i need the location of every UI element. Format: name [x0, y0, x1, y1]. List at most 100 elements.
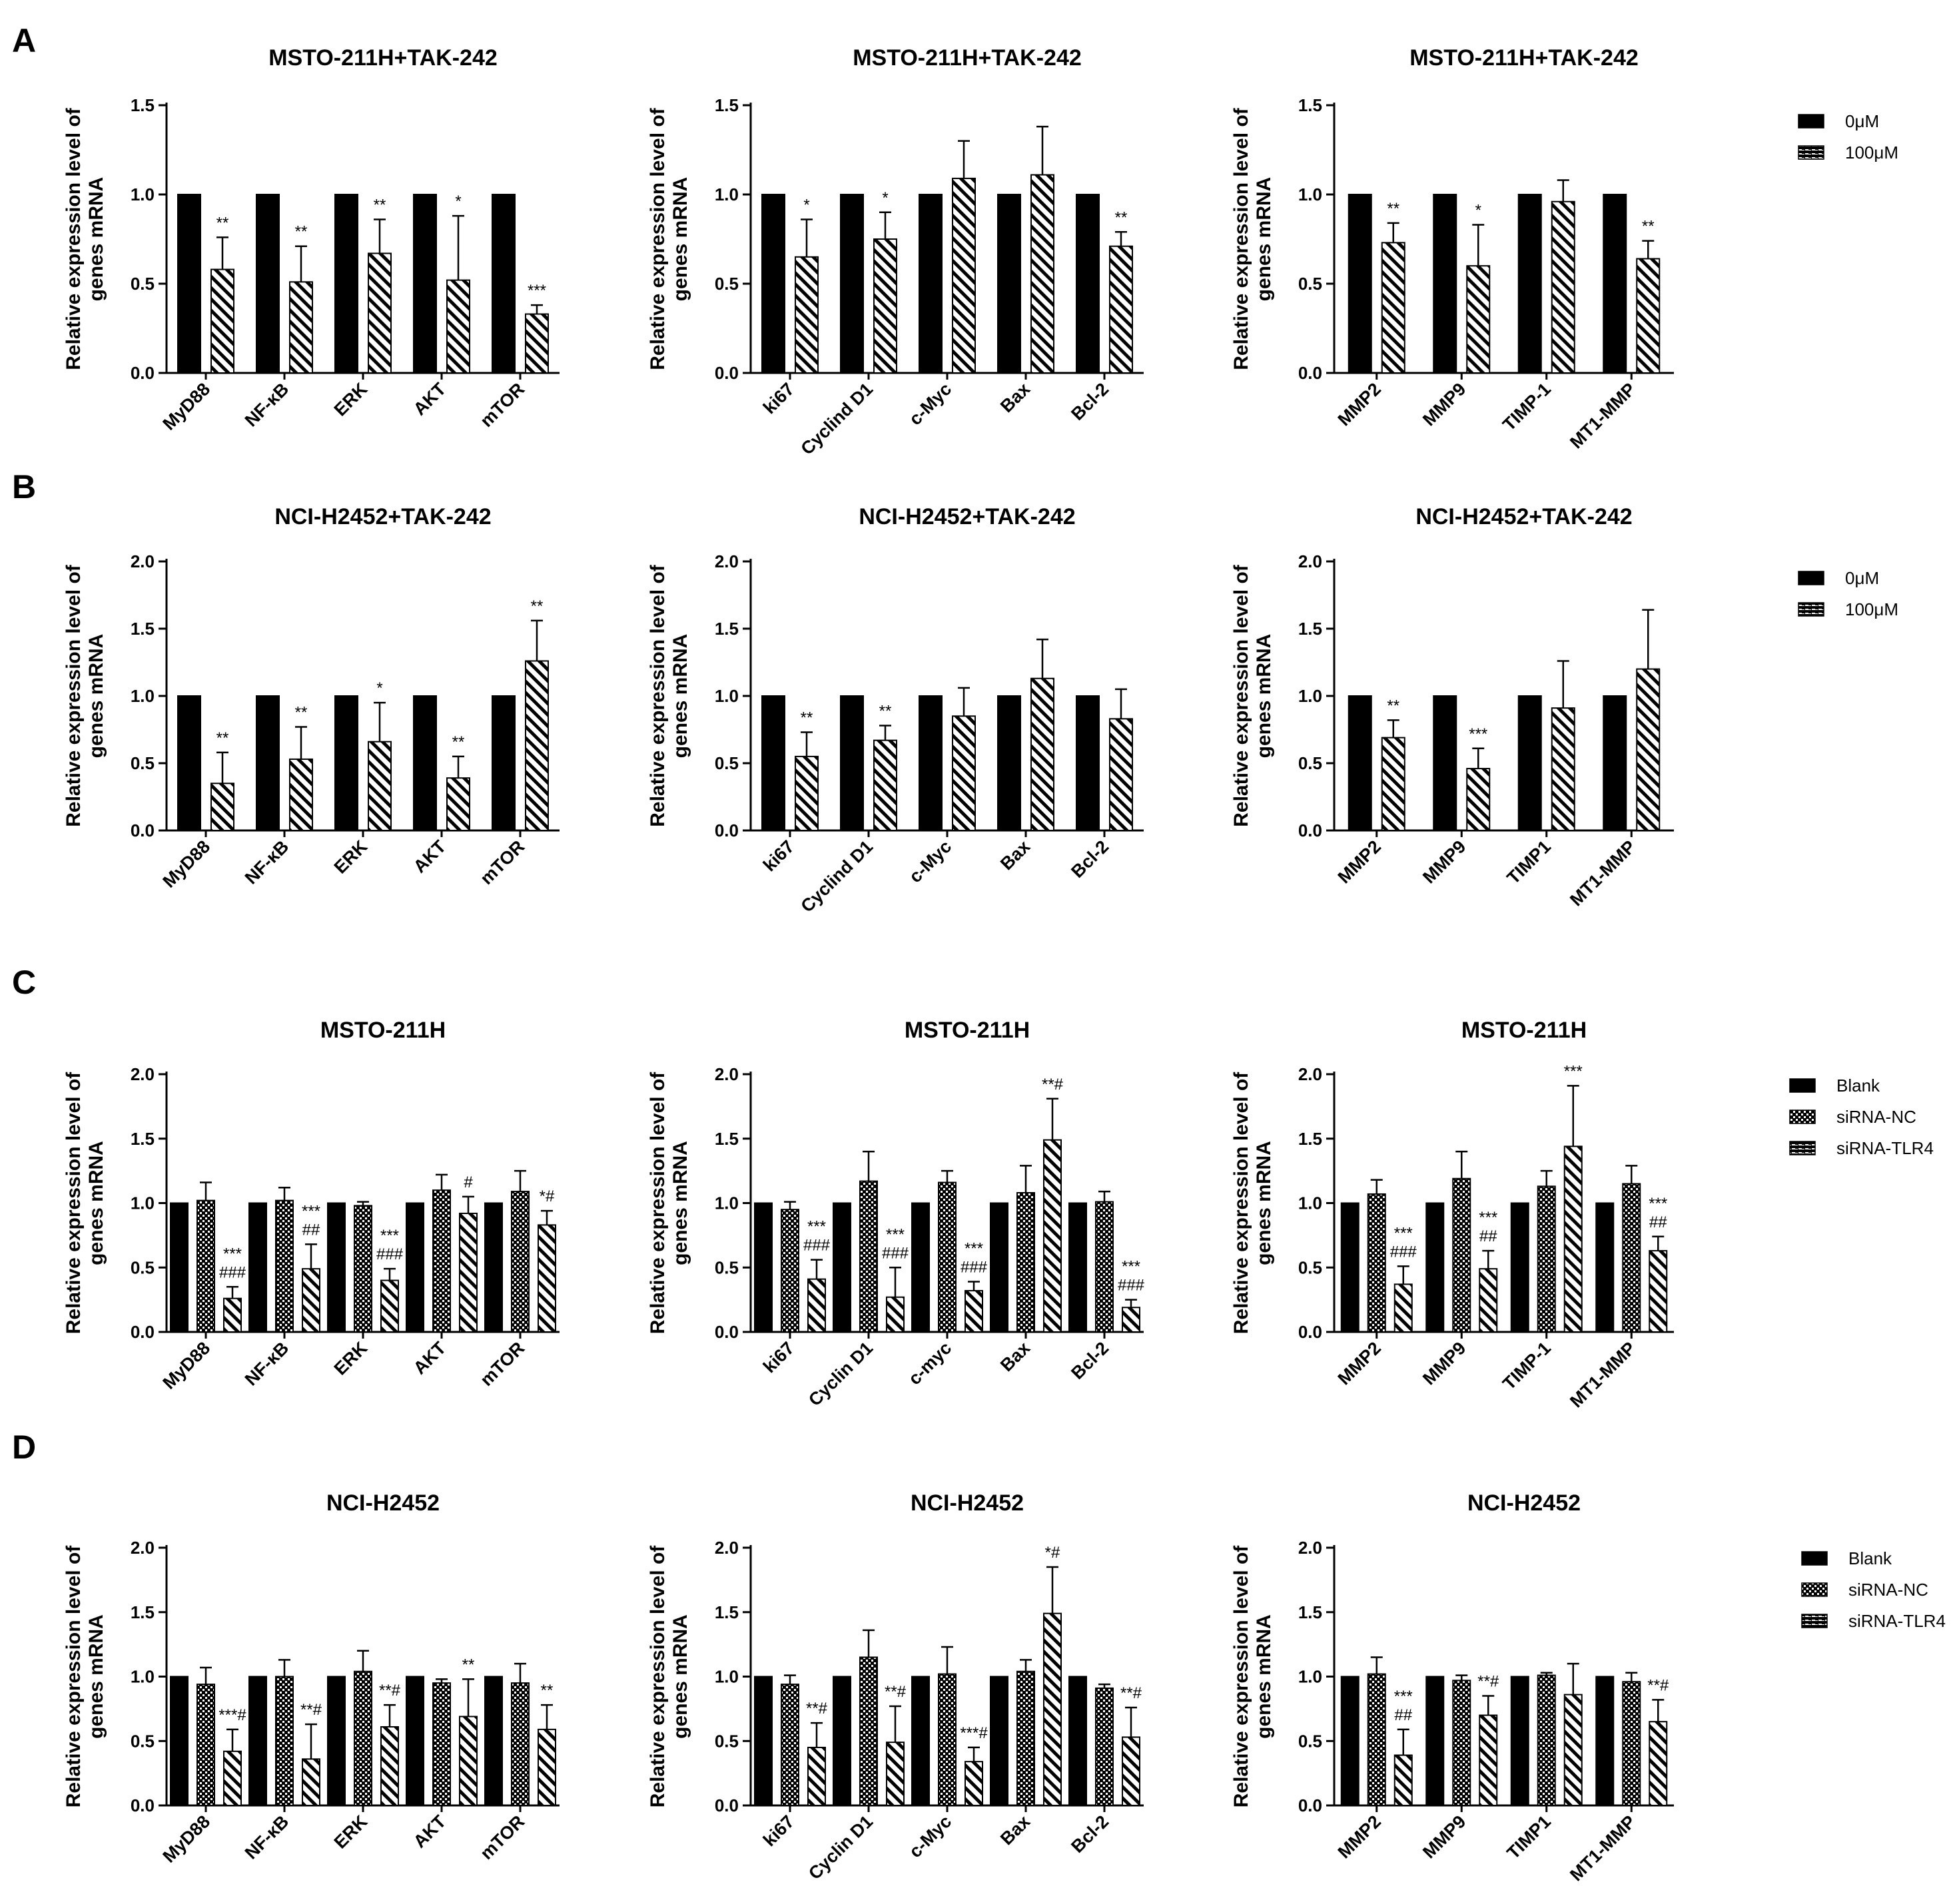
significance-label: **#	[885, 1683, 907, 1701]
significance-line: **	[531, 597, 544, 615]
bar	[833, 1676, 851, 1806]
y-tick-label: 1.5	[715, 1129, 739, 1149]
y-axis-label-line-1: Relative expression level of	[647, 1072, 669, 1335]
legend-4: Blank siRNA-NC siRNA-TLR4	[1801, 1548, 1946, 1631]
y-axis-label: Relative expression level ofgenes mRNA	[1230, 1072, 1275, 1335]
y-tick-label: 1.0	[131, 686, 155, 706]
x-tick-label: TIMP-1	[1499, 379, 1555, 435]
chart-title: MSTO-211H	[1461, 1018, 1587, 1043]
significance-label: #	[464, 1173, 473, 1191]
x-tick-label: TIMP-1	[1499, 1338, 1555, 1394]
y-axis-label: Relative expression level ofgenes mRNA	[647, 1545, 691, 1808]
legend-swatch	[1789, 1110, 1816, 1124]
x-tick-label: MMP2	[1334, 1811, 1385, 1862]
x-tick-label: MyD88	[159, 1811, 214, 1867]
bar	[432, 1189, 451, 1333]
x-tick-label: Cyclin D1	[805, 1338, 877, 1410]
legend-label: siRNA-TLR4	[1836, 1138, 1934, 1158]
bar	[1563, 1145, 1583, 1333]
y-tick-label: 1.0	[131, 1667, 155, 1687]
significance-label: **#	[1477, 1673, 1499, 1691]
legend-swatch	[1798, 114, 1824, 129]
legend-swatch	[1801, 1551, 1828, 1566]
y-axis-label-line-1: Relative expression level of	[647, 564, 669, 827]
bar	[177, 695, 201, 831]
significance-label: ***#	[218, 1706, 246, 1724]
significance-label: **	[1115, 208, 1128, 226]
significance-line: **#	[1042, 1076, 1064, 1094]
x-tick-label: c-myc	[905, 1338, 955, 1389]
y-axis-label-line-2: genes mRNA	[85, 177, 107, 302]
x-tick-label: TIMP1	[1503, 836, 1555, 888]
bar	[795, 755, 819, 832]
charts-layer: MSTO-211H+TAK-242 Relative expression lev…	[63, 45, 1674, 1885]
significance-line: ***	[1469, 725, 1487, 743]
chart-4-3: NCI-H2452 Relative expression level ofgen…	[1230, 1490, 1674, 1885]
bar	[761, 194, 785, 374]
bar	[1551, 707, 1575, 832]
bar	[275, 1199, 294, 1333]
bar	[952, 177, 976, 374]
x-tick-label: Cyclind D1	[797, 836, 877, 916]
significance-label: *** ###	[1118, 1258, 1145, 1295]
bar	[1433, 194, 1457, 374]
bar	[1452, 1177, 1471, 1333]
significance-label: **	[531, 597, 544, 615]
y-tick-label: 0.0	[1298, 820, 1322, 840]
bar	[1603, 194, 1627, 374]
significance-line: **	[295, 703, 308, 721]
legend-1: 0μM 100μM	[1798, 111, 1898, 162]
y-tick-label: 0.0	[1298, 363, 1322, 383]
x-tick-label: MMP2	[1334, 379, 1385, 430]
significance-label: ***	[1564, 1062, 1583, 1080]
y-axis-label-line-1: Relative expression level of	[647, 107, 669, 370]
significance-label: **#	[806, 1700, 828, 1718]
y-tick-label: 0.0	[715, 1795, 739, 1815]
bar	[1076, 695, 1100, 831]
bar	[289, 758, 313, 831]
x-tick-label: AKT	[410, 1811, 450, 1852]
bar	[1517, 695, 1542, 831]
y-tick-label: 0.5	[715, 274, 739, 294]
bar	[1095, 1201, 1114, 1333]
significance-line: **	[541, 1682, 554, 1700]
chart-title: MSTO-211H+TAK-242	[853, 45, 1082, 71]
x-tick-label: MT1-MMP	[1566, 1811, 1639, 1885]
bar	[196, 1684, 215, 1807]
chart-4-1: NCI-H2452 Relative expression level ofgen…	[63, 1490, 560, 1867]
y-tick-label: 0.5	[131, 753, 155, 773]
significance-line: ***	[965, 1240, 983, 1258]
y-axis-label: Relative expression level ofgenes mRNA	[647, 107, 691, 370]
significance-line: ***#	[218, 1706, 246, 1724]
significance-label: **#	[1647, 1676, 1669, 1694]
bar	[302, 1268, 320, 1333]
significance-line: ###	[882, 1244, 909, 1262]
bar	[1043, 1139, 1062, 1333]
bar	[256, 695, 280, 831]
bar	[275, 1676, 294, 1806]
significance-line: ***	[1122, 1258, 1140, 1276]
significance-line: *#	[1045, 1544, 1060, 1562]
bar	[1016, 1670, 1035, 1807]
significance-label: *** ###	[1390, 1224, 1417, 1261]
significance-line: ***	[1564, 1062, 1583, 1080]
x-tick-label: ki67	[759, 1811, 798, 1850]
y-tick-label: 1.0	[1298, 686, 1322, 706]
bar	[1381, 737, 1405, 831]
bar	[1095, 1687, 1114, 1807]
y-tick-label: 0.0	[1298, 1322, 1322, 1342]
significance-line: ###	[961, 1259, 988, 1277]
bar	[525, 313, 549, 374]
legend-label: 0μM	[1845, 111, 1879, 131]
bar	[248, 1676, 267, 1806]
bar	[511, 1682, 530, 1807]
y-tick-label: 0.0	[715, 1322, 739, 1342]
legend-swatch	[1789, 1078, 1816, 1093]
bar	[538, 1224, 556, 1333]
bar	[248, 1202, 267, 1333]
bar	[1622, 1183, 1641, 1333]
significance-line: ***	[1394, 1224, 1413, 1242]
bar	[873, 739, 897, 832]
x-tick-label: Bax	[996, 379, 1034, 416]
